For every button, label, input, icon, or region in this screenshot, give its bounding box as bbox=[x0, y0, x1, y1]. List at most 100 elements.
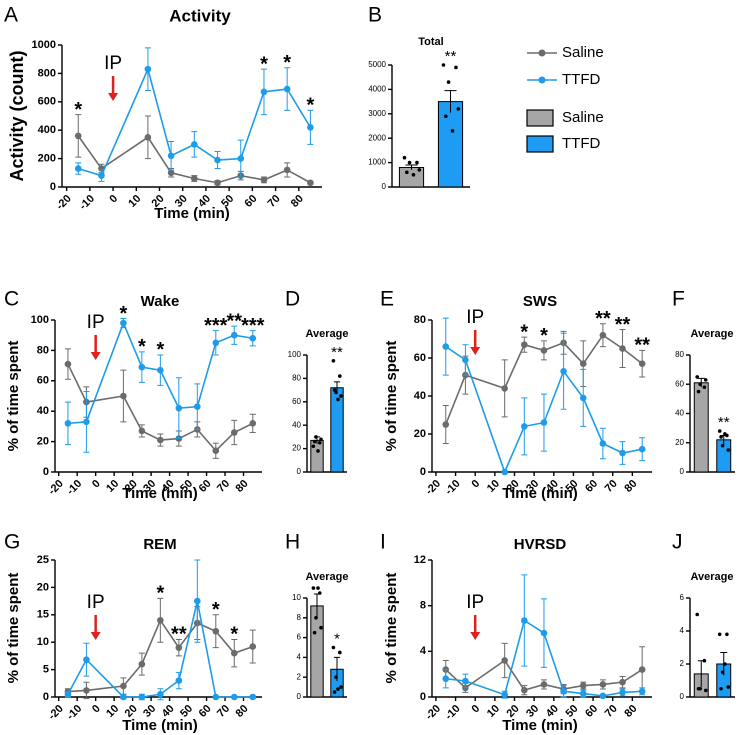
y-tick-label: 4 bbox=[420, 645, 427, 657]
data-point bbox=[521, 423, 528, 430]
data-point bbox=[83, 656, 90, 664]
data-point bbox=[442, 421, 450, 428]
y-tick-label: 20 bbox=[37, 436, 49, 448]
data-point bbox=[703, 688, 708, 693]
data-point bbox=[417, 168, 422, 172]
data-point bbox=[540, 629, 548, 637]
series-line bbox=[445, 345, 643, 475]
y-tick-label: 25 bbox=[37, 554, 49, 566]
x-tick-label: -10 bbox=[65, 703, 85, 723]
data-point bbox=[501, 691, 508, 699]
data-point bbox=[334, 675, 338, 679]
data-point bbox=[703, 378, 708, 382]
series-line bbox=[67, 600, 253, 698]
y-tick-label: 80 bbox=[37, 344, 49, 356]
data-point bbox=[579, 682, 587, 689]
significance: * bbox=[138, 336, 146, 358]
ip-label: IP bbox=[104, 53, 122, 74]
data-point bbox=[316, 449, 320, 453]
y-tick-label: 20 bbox=[292, 444, 301, 453]
data-point bbox=[212, 339, 220, 347]
data-point bbox=[175, 644, 183, 651]
x-tick-label: -10 bbox=[65, 478, 85, 498]
data-point bbox=[521, 686, 528, 694]
x-tick-label: 80 bbox=[234, 703, 251, 720]
y-tick-label: 40 bbox=[292, 420, 301, 429]
data-point bbox=[214, 179, 221, 187]
chart-title: Wake bbox=[141, 293, 180, 310]
y-tick-label: 0 bbox=[297, 692, 302, 701]
data-point bbox=[579, 394, 587, 402]
data-point bbox=[331, 359, 336, 363]
data-point bbox=[318, 591, 322, 595]
data-point bbox=[120, 319, 127, 327]
data-point bbox=[638, 360, 646, 368]
bar bbox=[437, 101, 464, 188]
data-point bbox=[726, 448, 731, 452]
data-point bbox=[720, 443, 725, 448]
significance: ** bbox=[331, 344, 343, 361]
panel-label: H bbox=[285, 531, 300, 554]
data-point bbox=[214, 156, 221, 164]
x-tick-label: 80 bbox=[234, 478, 251, 495]
data-point bbox=[307, 124, 314, 131]
data-point bbox=[454, 65, 458, 70]
significance: * bbox=[540, 325, 548, 347]
significance: * bbox=[520, 321, 528, 343]
data-point bbox=[599, 681, 607, 688]
data-point bbox=[175, 677, 183, 684]
legend-label: Saline bbox=[562, 44, 604, 61]
ip-arrow-head bbox=[108, 93, 119, 101]
x-tick-label: 70 bbox=[266, 193, 283, 210]
y-tick-label: 100 bbox=[288, 350, 302, 359]
data-point bbox=[720, 670, 725, 675]
x-tick-label: 70 bbox=[215, 703, 232, 720]
ip-label: IP bbox=[466, 307, 484, 328]
x-tick-label: 0 bbox=[90, 703, 103, 716]
chart-title: Total bbox=[418, 36, 443, 48]
x-tick-label: 0 bbox=[107, 193, 120, 206]
data-point bbox=[521, 341, 528, 349]
y-tick-label: 600 bbox=[38, 96, 56, 108]
data-point bbox=[336, 397, 340, 402]
y-tick-label: 40 bbox=[675, 409, 684, 418]
x-tick-label: 10 bbox=[126, 193, 143, 210]
ip-arrow-head bbox=[470, 632, 481, 640]
data-point bbox=[314, 616, 318, 620]
y-tick-label: 80 bbox=[414, 314, 426, 326]
chart-title: Average bbox=[690, 571, 733, 583]
data-point bbox=[638, 666, 646, 673]
data-point bbox=[540, 681, 548, 688]
data-point bbox=[702, 385, 707, 389]
y-tick-label: 0 bbox=[382, 182, 387, 191]
data-point bbox=[167, 152, 175, 160]
data-point bbox=[83, 687, 90, 694]
x-tick-label: 0 bbox=[470, 478, 483, 491]
data-point bbox=[336, 687, 340, 691]
data-point bbox=[314, 435, 318, 439]
x-tick-label: 60 bbox=[197, 478, 214, 495]
data-point bbox=[144, 134, 152, 141]
y-tick-label: 400 bbox=[38, 124, 56, 136]
data-point bbox=[521, 617, 528, 624]
x-tick-label: 60 bbox=[583, 703, 600, 720]
y-tick-label: 12 bbox=[414, 554, 426, 566]
significance: * bbox=[230, 624, 238, 646]
y-axis-label: % of time spent bbox=[383, 573, 400, 684]
data-point bbox=[212, 627, 220, 635]
x-tick-label: -10 bbox=[443, 703, 463, 723]
x-tick-label: 0 bbox=[470, 703, 483, 716]
data-point bbox=[695, 612, 699, 617]
data-point bbox=[442, 343, 450, 350]
y-tick-label: 4 bbox=[680, 626, 685, 635]
y-tick-label: 20 bbox=[675, 438, 684, 447]
series-line bbox=[67, 363, 254, 452]
panel-label: I bbox=[380, 531, 386, 554]
significance: * bbox=[156, 583, 164, 605]
data-point bbox=[599, 440, 607, 447]
data-point bbox=[194, 597, 201, 605]
data-point bbox=[64, 420, 72, 427]
y-tick-label: 0 bbox=[50, 181, 56, 193]
data-point bbox=[717, 632, 722, 637]
